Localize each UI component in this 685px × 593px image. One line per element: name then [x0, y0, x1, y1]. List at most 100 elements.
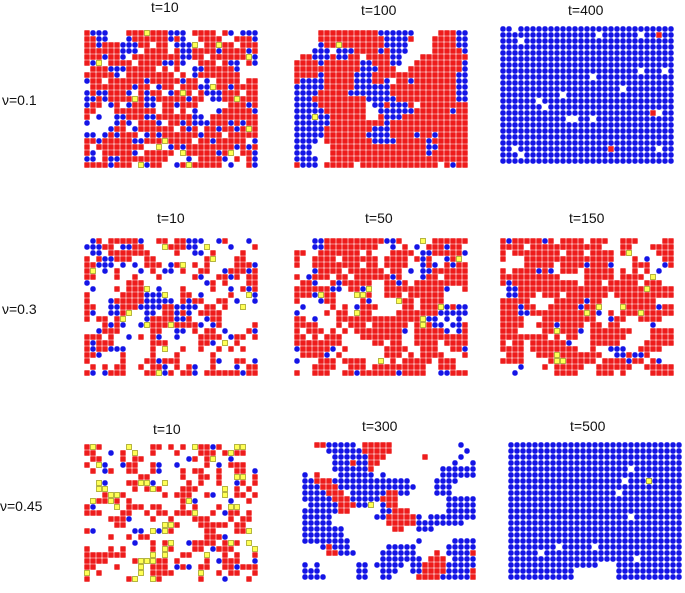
- blue-cell: [332, 538, 338, 544]
- red-cell: [228, 126, 234, 132]
- blue-cell: [572, 80, 578, 86]
- red-cell: [402, 286, 408, 292]
- red-cell: [444, 78, 450, 84]
- blue-cell: [592, 484, 598, 490]
- blue-cell: [462, 304, 468, 310]
- red-cell: [150, 504, 156, 510]
- red-cell: [408, 114, 414, 120]
- blue-cell: [626, 38, 632, 44]
- red-cell: [234, 462, 240, 468]
- blue-cell: [392, 568, 398, 574]
- red-cell: [204, 340, 210, 346]
- red-cell: [138, 102, 144, 108]
- red-cell: [222, 66, 228, 72]
- blue-cell: [652, 508, 658, 514]
- red-cell: [138, 36, 144, 42]
- blue-cell: [356, 496, 362, 502]
- blue-cell: [590, 32, 596, 38]
- blue-cell: [344, 448, 350, 454]
- red-cell: [102, 150, 108, 156]
- blue-cell: [596, 92, 602, 98]
- red-cell: [180, 238, 186, 244]
- blue-cell: [306, 138, 312, 144]
- blue-cell: [318, 114, 324, 120]
- red-cell: [650, 304, 656, 310]
- blue-cell: [368, 496, 374, 502]
- red-cell: [396, 90, 402, 96]
- red-cell: [456, 280, 462, 286]
- red-cell: [366, 54, 372, 60]
- blue-cell: [514, 562, 520, 568]
- blue-cell: [524, 122, 530, 128]
- red-cell: [650, 110, 656, 116]
- red-cell: [432, 72, 438, 78]
- blue-cell: [628, 508, 634, 514]
- red-cell: [210, 150, 216, 156]
- red-cell: [590, 286, 596, 292]
- red-cell: [198, 334, 204, 340]
- blue-cell: [306, 156, 312, 162]
- blue-cell: [632, 128, 638, 134]
- red-cell: [234, 36, 240, 42]
- blue-cell: [320, 532, 326, 538]
- blue-cell: [120, 244, 126, 250]
- blue-cell: [366, 84, 372, 90]
- red-cell: [96, 96, 102, 102]
- blue-cell: [302, 574, 308, 580]
- red-cell: [120, 84, 126, 90]
- red-cell: [350, 460, 356, 466]
- red-cell: [420, 150, 426, 156]
- blue-cell: [670, 502, 676, 508]
- red-cell: [360, 304, 366, 310]
- red-cell: [354, 156, 360, 162]
- red-cell: [608, 364, 614, 370]
- red-cell: [318, 262, 324, 268]
- red-cell: [390, 334, 396, 340]
- red-cell: [386, 496, 392, 502]
- blue-cell: [580, 472, 586, 478]
- red-cell: [566, 346, 572, 352]
- blue-cell: [662, 104, 668, 110]
- blue-cell: [390, 60, 396, 66]
- red-cell: [174, 510, 180, 516]
- red-cell: [114, 268, 120, 274]
- red-cell: [426, 96, 432, 102]
- blue-cell: [458, 442, 464, 448]
- blue-cell: [216, 108, 222, 114]
- blue-cell: [456, 310, 462, 316]
- blue-cell: [670, 448, 676, 454]
- blue-cell: [520, 502, 526, 508]
- blue-cell: [646, 550, 652, 556]
- yellow-cell: [553, 358, 560, 365]
- red-cell: [566, 298, 572, 304]
- red-cell: [96, 256, 102, 262]
- red-cell: [342, 132, 348, 138]
- red-cell: [638, 292, 644, 298]
- blue-cell: [608, 140, 614, 146]
- red-cell: [560, 238, 566, 244]
- red-cell: [632, 274, 638, 280]
- red-cell: [602, 292, 608, 298]
- red-cell: [614, 364, 620, 370]
- blue-cell: [308, 526, 314, 532]
- blue-cell: [580, 526, 586, 532]
- red-cell: [668, 340, 674, 346]
- blue-cell: [640, 520, 646, 526]
- blue-cell: [366, 132, 372, 138]
- red-cell: [336, 114, 342, 120]
- red-cell: [584, 352, 590, 358]
- red-cell: [402, 156, 408, 162]
- blue-cell: [596, 26, 602, 32]
- blue-cell: [598, 526, 604, 532]
- blue-cell: [652, 442, 658, 448]
- blue-cell: [608, 316, 614, 322]
- blue-cell: [420, 256, 426, 262]
- red-cell: [608, 286, 614, 292]
- red-cell: [326, 478, 332, 484]
- blue-cell: [556, 448, 562, 454]
- red-cell: [632, 268, 638, 274]
- blue-cell: [386, 508, 392, 514]
- blue-cell: [132, 126, 138, 132]
- blue-cell: [536, 62, 542, 68]
- blue-cell: [440, 484, 446, 490]
